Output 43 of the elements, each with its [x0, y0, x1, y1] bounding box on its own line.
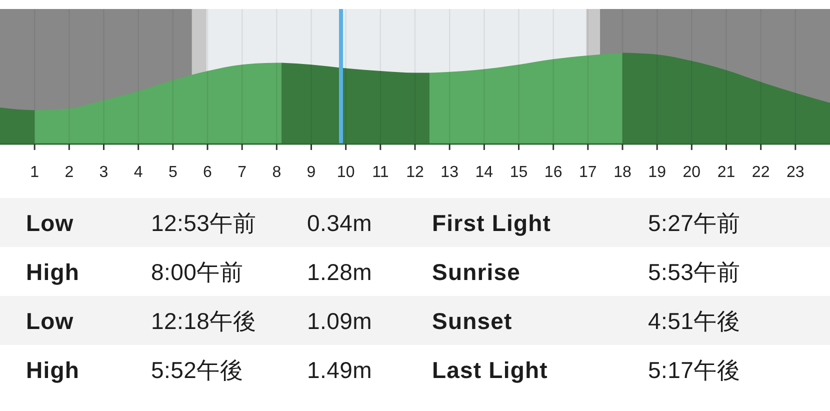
x-tick-label: 1 — [30, 164, 40, 181]
text: 1.28m — [307, 259, 372, 285]
text: 12:18午後 — [151, 308, 256, 334]
x-tick-label: 2 — [64, 164, 74, 181]
text: 5:17午後 — [648, 357, 740, 383]
text: 1.09m — [307, 308, 372, 334]
text: High — [26, 259, 80, 285]
text: Sunrise — [432, 259, 521, 285]
text: High — [26, 357, 80, 383]
text: 5:52午後 — [151, 357, 243, 383]
text: 12:53午前 — [151, 210, 256, 236]
x-tick-label: 20 — [682, 164, 701, 181]
x-tick-label: 19 — [648, 164, 666, 181]
text: 1.49m — [307, 357, 372, 383]
x-tick-label: 11 — [372, 164, 389, 181]
x-tick-label: 22 — [752, 164, 770, 181]
text: 0.34m — [307, 210, 372, 236]
x-tick-label: 17 — [579, 164, 597, 181]
text: 8:00午前 — [151, 259, 243, 285]
x-tick-label: 10 — [336, 164, 355, 181]
x-tick-label: 9 — [306, 164, 316, 181]
x-tick-label: 23 — [786, 164, 804, 181]
x-tick-label: 15 — [510, 164, 528, 181]
x-tick-label: 21 — [717, 164, 736, 181]
x-tick-label: 7 — [238, 164, 247, 181]
x-tick-label: 6 — [203, 164, 212, 181]
x-tick-label: 12 — [406, 164, 424, 181]
text: Last Light — [432, 357, 548, 383]
text: Sunset — [432, 308, 512, 334]
x-tick-label: 18 — [614, 164, 632, 181]
x-tick-label: 16 — [544, 164, 562, 181]
text: Low — [26, 210, 74, 236]
text: Low — [26, 308, 74, 334]
x-tick-label: 14 — [475, 164, 494, 181]
text: 5:53午前 — [648, 259, 740, 285]
x-tick-label: 4 — [134, 164, 143, 181]
text: 5:27午前 — [648, 210, 740, 236]
text: 4:51午後 — [648, 308, 740, 334]
x-tick-label: 13 — [440, 164, 459, 181]
x-tick-label: 5 — [168, 164, 178, 181]
text: First Light — [432, 210, 552, 236]
x-tick-label: 3 — [99, 164, 108, 181]
x-tick-label: 8 — [272, 164, 282, 181]
